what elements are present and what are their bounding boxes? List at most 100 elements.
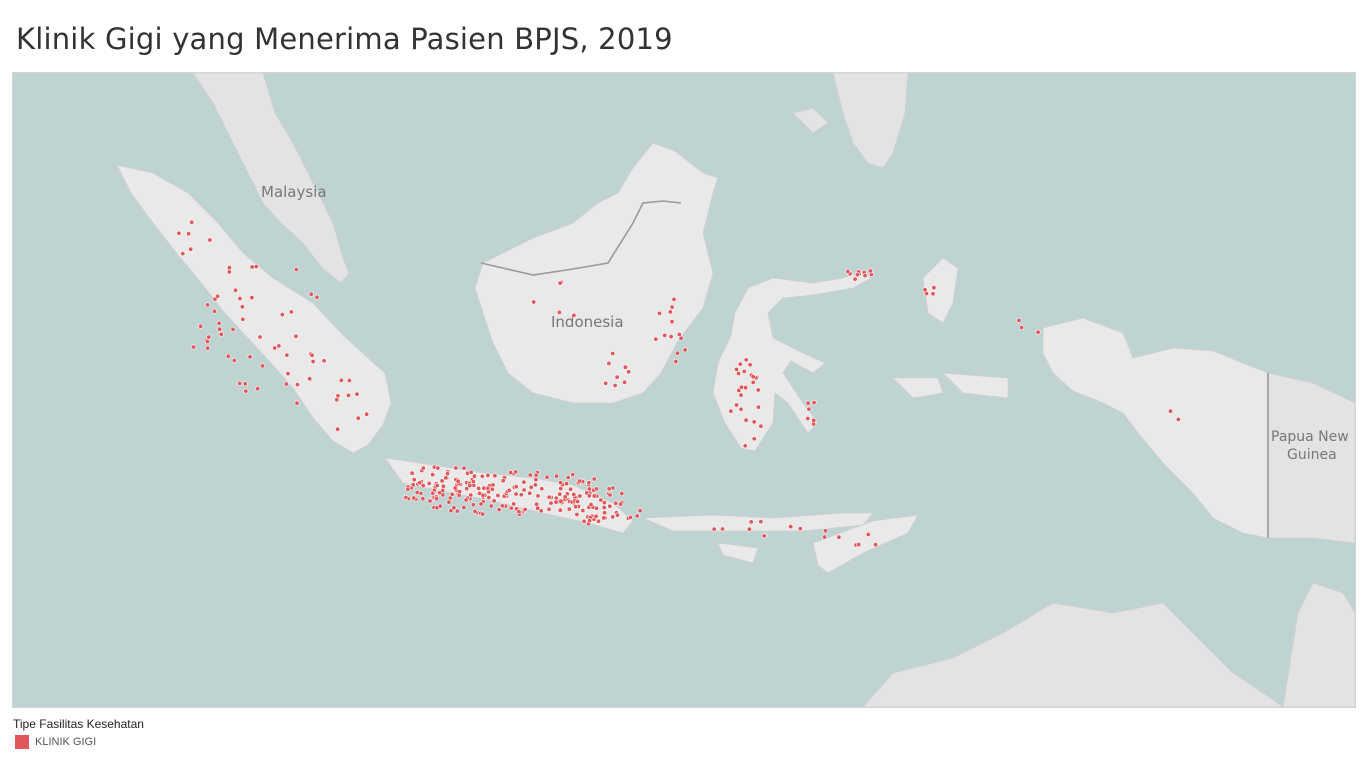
clinic-marker[interactable]: [557, 280, 563, 286]
clinic-marker[interactable]: [314, 294, 320, 300]
clinic-marker[interactable]: [479, 473, 485, 479]
clinic-marker[interactable]: [189, 219, 195, 225]
clinic-marker[interactable]: [806, 406, 812, 412]
clinic-marker[interactable]: [430, 472, 436, 478]
clinic-marker[interactable]: [480, 511, 486, 517]
clinic-marker[interactable]: [586, 480, 592, 486]
clinic-marker[interactable]: [618, 501, 624, 507]
clinic-marker[interactable]: [409, 470, 415, 476]
clinic-marker[interactable]: [521, 487, 527, 493]
clinic-marker[interactable]: [434, 496, 440, 502]
clinic-marker[interactable]: [446, 499, 452, 505]
clinic-marker[interactable]: [852, 276, 858, 282]
clinic-marker[interactable]: [420, 496, 426, 502]
clinic-marker[interactable]: [527, 490, 533, 496]
clinic-marker[interactable]: [557, 491, 563, 497]
clinic-marker[interactable]: [598, 497, 604, 503]
clinic-marker[interactable]: [577, 478, 583, 484]
clinic-marker[interactable]: [427, 498, 433, 504]
clinic-marker[interactable]: [544, 474, 550, 480]
clinic-marker[interactable]: [669, 304, 675, 310]
clinic-marker[interactable]: [449, 491, 455, 497]
clinic-marker[interactable]: [532, 482, 538, 488]
clinic-marker[interactable]: [614, 374, 620, 380]
clinic-marker[interactable]: [556, 309, 562, 315]
clinic-marker[interactable]: [237, 296, 243, 302]
legend-item-klinik-gigi[interactable]: KLINIK GIGI: [13, 735, 144, 749]
clinic-marker[interactable]: [205, 302, 211, 308]
clinic-marker[interactable]: [476, 485, 482, 491]
clinic-marker[interactable]: [437, 490, 443, 496]
clinic-marker[interactable]: [285, 371, 291, 377]
clinic-marker[interactable]: [612, 382, 618, 388]
clinic-marker[interactable]: [364, 411, 370, 417]
clinic-marker[interactable]: [485, 472, 491, 478]
clinic-marker[interactable]: [243, 388, 249, 394]
clinic-marker[interactable]: [176, 230, 182, 236]
clinic-marker[interactable]: [733, 402, 739, 408]
clinic-marker[interactable]: [822, 528, 828, 534]
clinic-marker[interactable]: [417, 480, 423, 486]
clinic-marker[interactable]: [575, 498, 581, 504]
clinic-marker[interactable]: [463, 497, 469, 503]
clinic-marker[interactable]: [293, 333, 299, 339]
clinic-marker[interactable]: [455, 478, 461, 484]
clinic-marker[interactable]: [531, 299, 537, 305]
clinic-marker[interactable]: [587, 518, 593, 524]
clinic-marker[interactable]: [805, 400, 811, 406]
clinic-marker[interactable]: [676, 331, 682, 337]
clinic-marker[interactable]: [761, 533, 767, 539]
clinic-marker[interactable]: [606, 360, 612, 366]
clinic-marker[interactable]: [478, 501, 484, 507]
clinic-marker[interactable]: [516, 509, 522, 515]
clinic-marker[interactable]: [437, 503, 443, 509]
clinic-marker[interactable]: [410, 482, 416, 488]
clinic-marker[interactable]: [294, 400, 300, 406]
clinic-marker[interactable]: [513, 469, 519, 475]
clinic-marker[interactable]: [622, 379, 628, 385]
clinic-marker[interactable]: [742, 443, 748, 449]
clinic-marker[interactable]: [186, 231, 192, 237]
clinic-marker[interactable]: [1168, 408, 1174, 414]
clinic-marker[interactable]: [931, 285, 937, 291]
clinic-marker[interactable]: [533, 477, 539, 483]
clinic-marker[interactable]: [577, 493, 583, 499]
clinic-marker[interactable]: [822, 534, 828, 540]
clinic-marker[interactable]: [420, 483, 426, 489]
clinic-marker[interactable]: [486, 494, 492, 500]
clinic-marker[interactable]: [656, 310, 662, 316]
clinic-marker[interactable]: [653, 336, 659, 342]
clinic-marker[interactable]: [533, 472, 539, 478]
clinic-marker[interactable]: [736, 387, 742, 393]
clinic-marker[interactable]: [738, 384, 744, 390]
clinic-marker[interactable]: [836, 534, 842, 540]
clinic-marker[interactable]: [500, 478, 506, 484]
clinic-marker[interactable]: [461, 465, 467, 471]
map-view[interactable]: Malaysia Indonesia Papua New Guinea © 20…: [12, 72, 1356, 708]
clinic-marker[interactable]: [558, 498, 564, 504]
clinic-marker[interactable]: [610, 350, 616, 356]
clinic-marker[interactable]: [439, 478, 445, 484]
clinic-marker[interactable]: [566, 506, 572, 512]
clinic-marker[interactable]: [747, 362, 753, 368]
clinic-marker[interactable]: [571, 312, 577, 318]
clinic-marker[interactable]: [591, 493, 597, 499]
clinic-marker[interactable]: [440, 483, 446, 489]
clinic-marker[interactable]: [619, 490, 625, 496]
clinic-marker[interactable]: [471, 473, 477, 479]
clinic-marker[interactable]: [205, 345, 211, 351]
clinic-marker[interactable]: [414, 489, 420, 495]
clinic-marker[interactable]: [737, 361, 743, 367]
clinic-marker[interactable]: [491, 498, 497, 504]
clinic-marker[interactable]: [411, 477, 417, 483]
clinic-marker[interactable]: [593, 513, 599, 519]
clinic-marker[interactable]: [558, 486, 564, 492]
clinic-marker[interactable]: [506, 487, 512, 493]
clinic-marker[interactable]: [751, 436, 757, 442]
clinic-marker[interactable]: [411, 495, 417, 501]
clinic-marker[interactable]: [565, 474, 571, 480]
clinic-marker[interactable]: [805, 415, 811, 421]
clinic-marker[interactable]: [637, 508, 643, 514]
clinic-marker[interactable]: [255, 386, 261, 392]
clinic-marker[interactable]: [591, 476, 597, 482]
